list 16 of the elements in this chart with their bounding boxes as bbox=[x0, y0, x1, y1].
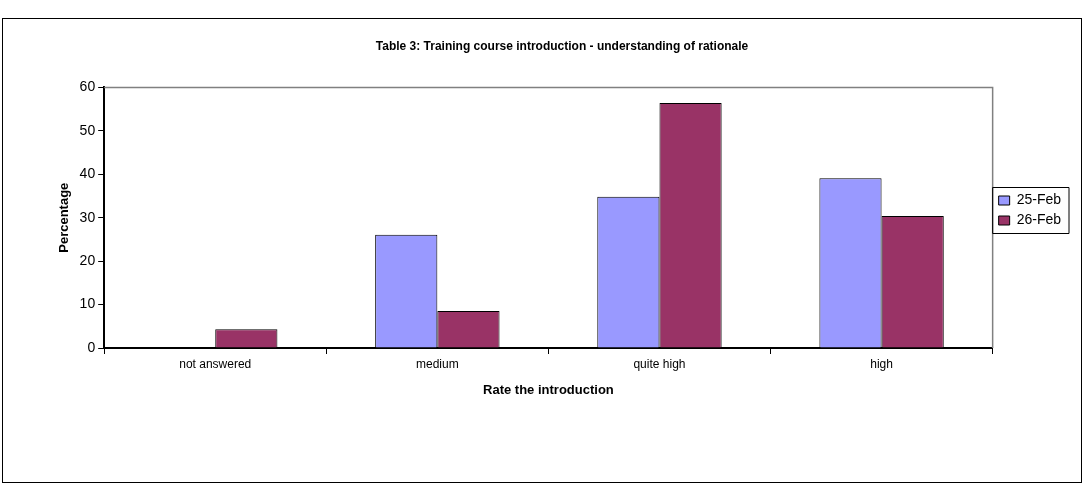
legend-label: 25-Feb bbox=[1016, 191, 1062, 208]
legend-label: 26-Feb bbox=[1016, 211, 1062, 228]
x-tick-label: high bbox=[870, 356, 893, 371]
y-tick-label: 20 bbox=[79, 251, 96, 268]
x-tick-label: quite high bbox=[633, 356, 686, 371]
y-tick-label: 10 bbox=[79, 295, 96, 312]
y-tick-label: 40 bbox=[79, 165, 96, 182]
x-axis-title: Rate the introduction bbox=[483, 381, 614, 397]
x-tick-label: not answered bbox=[179, 356, 252, 371]
y-tick-label: 60 bbox=[79, 78, 96, 95]
y-tick-label: 30 bbox=[79, 208, 96, 225]
y-tick-label: 0 bbox=[87, 338, 96, 355]
chart-title: Table 3: Training course introduction - understanding of rationale bbox=[375, 38, 749, 53]
y-axis-title: Percentage bbox=[56, 182, 72, 253]
x-tick-label: medium bbox=[416, 356, 459, 371]
y-tick-label: 50 bbox=[79, 121, 96, 138]
